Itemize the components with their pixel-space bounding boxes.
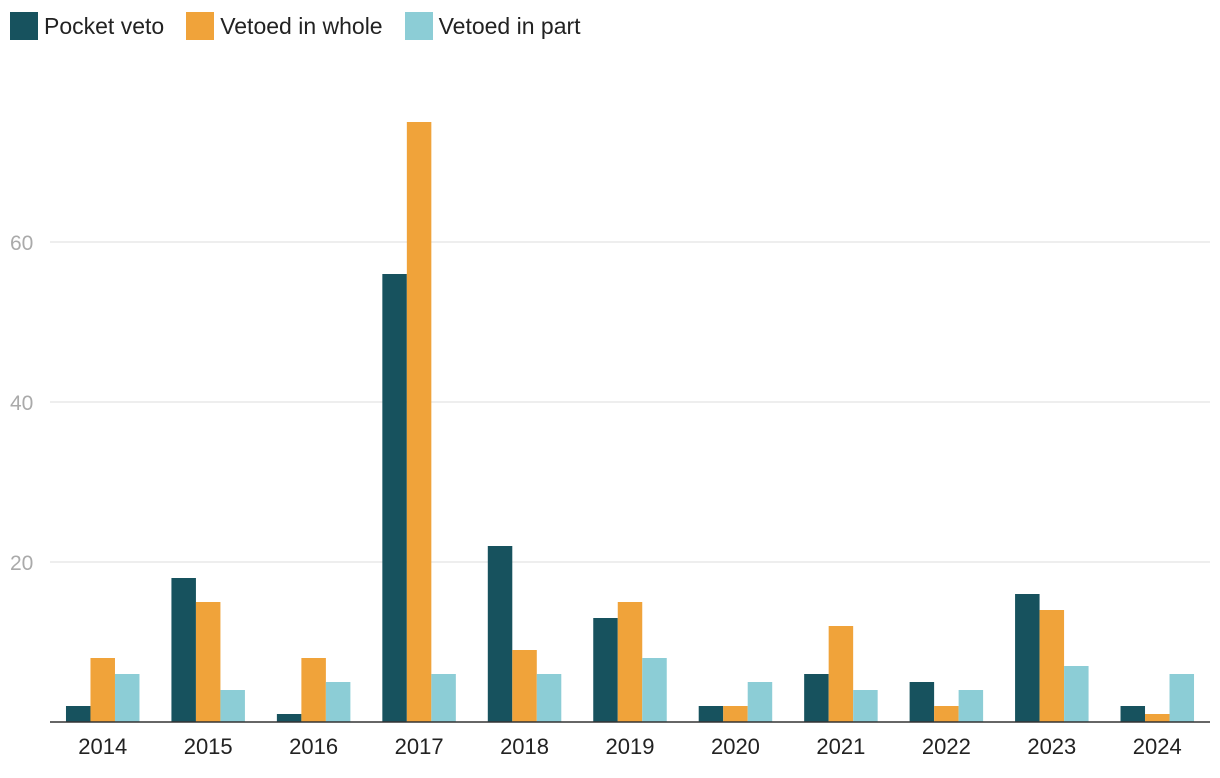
- x-tick-label-2015: 2015: [184, 734, 233, 759]
- bar-vetoed-in-whole-2021: [828, 626, 854, 722]
- bar-pocket-veto-2023: [1015, 594, 1040, 722]
- bar-vetoed-in-whole-2023: [1039, 610, 1065, 722]
- legend-label-pocket-veto: Pocket veto: [44, 12, 165, 39]
- bar-pocket-veto-2015: [171, 578, 196, 722]
- bar-vetoed-in-part-2016: [325, 682, 351, 722]
- bar-vetoed-in-whole-2020: [723, 706, 748, 722]
- y-tick-label-20: 20: [10, 552, 33, 575]
- bar-pocket-veto-2019: [593, 618, 618, 722]
- bar-vetoed-in-part-2022: [958, 690, 984, 722]
- legend-label-vetoed-in-part: Vetoed in part: [438, 12, 581, 39]
- x-tick-label-2018: 2018: [500, 734, 549, 759]
- bar-vetoed-in-whole-2014: [90, 658, 115, 722]
- bar-vetoed-in-part-2023: [1064, 666, 1089, 722]
- x-tick-label-2014: 2014: [78, 734, 127, 759]
- x-tick-label-2019: 2019: [606, 734, 655, 759]
- x-tick-label-2022: 2022: [922, 734, 971, 759]
- bar-vetoed-in-part-2020: [747, 682, 773, 722]
- bar-pocket-veto-2014: [65, 706, 91, 722]
- x-tick-label-2020: 2020: [711, 734, 760, 759]
- bar-pocket-veto-2016: [276, 714, 302, 722]
- bar-vetoed-in-part-2019: [642, 658, 667, 722]
- y-tick-label-40: 40: [10, 392, 33, 415]
- bar-pocket-veto-2018: [487, 546, 513, 722]
- bar-vetoed-in-part-2017: [431, 674, 456, 722]
- legend-swatch-pocket-veto: [10, 12, 38, 40]
- legend-swatch-vetoed-in-whole: [186, 12, 215, 40]
- bar-vetoed-in-part-2015: [220, 690, 245, 722]
- bar-pocket-veto-2020: [698, 706, 724, 722]
- legend-label-vetoed-in-whole: Vetoed in whole: [220, 12, 383, 39]
- bar-pocket-veto-2021: [804, 674, 829, 722]
- bar-vetoed-in-whole-2018: [512, 650, 537, 722]
- bar-vetoed-in-part-2024: [1169, 674, 1195, 722]
- y-tick-label-60: 60: [10, 232, 33, 255]
- legend-item-vetoed-in-whole: Vetoed in whole: [186, 12, 383, 40]
- x-tick-label-2016: 2016: [289, 734, 338, 759]
- x-tick-label-2017: 2017: [395, 734, 444, 759]
- x-tick-label-2023: 2023: [1027, 734, 1076, 759]
- bar-vetoed-in-whole-2015: [195, 602, 221, 722]
- x-tick-label-2024: 2024: [1133, 734, 1182, 759]
- bar-vetoed-in-whole-2019: [617, 602, 643, 722]
- legend-swatch-vetoed-in-part: [404, 12, 433, 40]
- bar-vetoed-in-whole-2024: [1145, 714, 1170, 722]
- bar-vetoed-in-whole-2017: [406, 122, 432, 722]
- x-tick-label-2021: 2021: [816, 734, 865, 759]
- bar-vetoed-in-part-2018: [536, 674, 562, 722]
- bar-vetoed-in-part-2014: [114, 674, 140, 722]
- legend-item-pocket-veto: Pocket veto: [10, 12, 164, 40]
- bar-pocket-veto-2024: [1120, 706, 1146, 722]
- bar-vetoed-in-part-2021: [853, 690, 878, 722]
- bar-vetoed-in-whole-2022: [934, 706, 959, 722]
- bar-pocket-veto-2017: [382, 274, 407, 722]
- bar-vetoed-in-whole-2016: [301, 658, 326, 722]
- legend-item-vetoed-in-part: Vetoed in part: [404, 12, 581, 40]
- bar-pocket-veto-2022: [909, 682, 935, 722]
- legend: Pocket veto Vetoed in whole Vetoed in pa…: [10, 12, 603, 40]
